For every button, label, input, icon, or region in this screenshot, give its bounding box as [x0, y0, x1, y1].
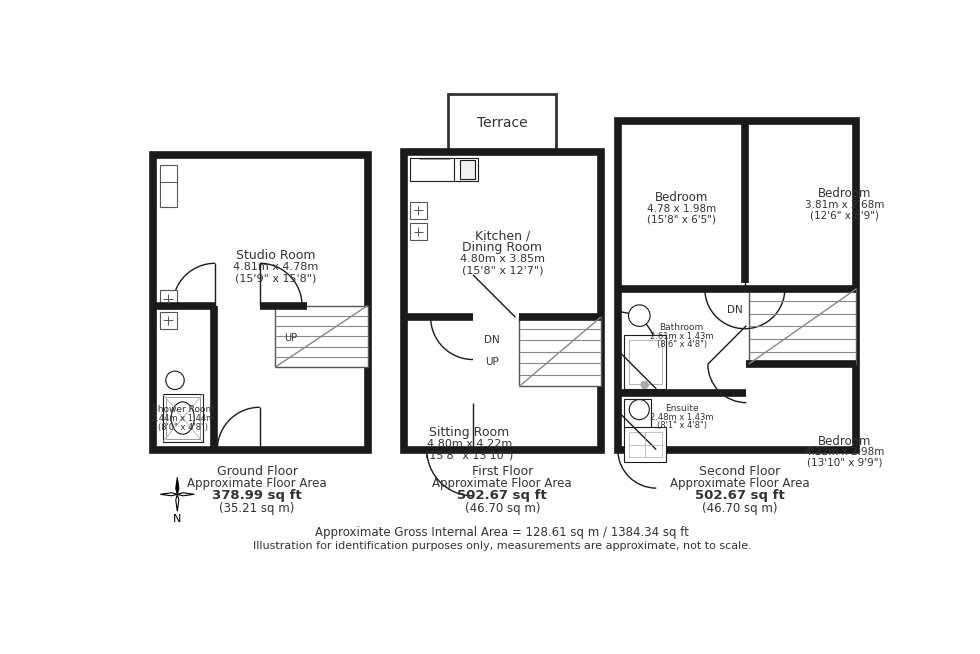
Text: Studio Room: Studio Room	[236, 249, 316, 262]
Text: (15'8" x 6'5"): (15'8" x 6'5")	[647, 215, 716, 224]
Ellipse shape	[172, 402, 194, 434]
Text: (15'9" x 15'8"): (15'9" x 15'8")	[235, 273, 317, 284]
Text: DN: DN	[727, 305, 743, 315]
Bar	[749, 288, 857, 364]
Text: Illustration for identification purposes only, measurements are approximate, not: Illustration for identification purposes…	[253, 541, 752, 551]
Text: UP: UP	[284, 333, 297, 343]
Text: 4.22m x 2.98m: 4.22m x 2.98m	[806, 447, 885, 457]
Text: First Floor: First Floor	[471, 465, 533, 477]
Bar	[404, 152, 601, 449]
Text: 502.67 sq ft: 502.67 sq ft	[695, 489, 785, 502]
Text: (15'8" x 13'10"): (15'8" x 13'10")	[425, 451, 514, 461]
Bar	[624, 335, 666, 388]
Bar	[154, 156, 368, 449]
Circle shape	[631, 400, 643, 413]
Bar	[160, 312, 176, 329]
Bar	[624, 399, 651, 434]
Bar	[410, 201, 427, 218]
Text: Approximate Floor Area: Approximate Floor Area	[432, 477, 572, 490]
Bar	[617, 121, 857, 449]
Polygon shape	[161, 492, 177, 496]
Bar	[160, 165, 176, 207]
Text: 3.81m x 2.68m: 3.81m x 2.68m	[806, 199, 885, 210]
Text: Bedroom: Bedroom	[655, 192, 709, 204]
Text: Second Floor: Second Floor	[700, 465, 781, 477]
Text: 2.44m x 1.44m: 2.44m x 1.44m	[151, 415, 215, 423]
Text: 2.48m x 1.43m: 2.48m x 1.43m	[650, 413, 713, 422]
Text: Ensuite: Ensuite	[664, 404, 699, 413]
Text: (8'6" x 4'8"): (8'6" x 4'8")	[657, 340, 707, 349]
Text: 4.80m x 4.22m: 4.80m x 4.22m	[426, 439, 512, 449]
Circle shape	[166, 371, 184, 390]
Text: Shower Room: Shower Room	[152, 405, 214, 414]
Text: (15'8" x 12'7"): (15'8" x 12'7")	[462, 266, 543, 276]
Text: (12'6" x 8'9"): (12'6" x 8'9")	[810, 211, 879, 220]
Bar	[460, 160, 475, 179]
Text: 4.81m x 4.78m: 4.81m x 4.78m	[233, 262, 318, 272]
Text: Approximate Floor Area: Approximate Floor Area	[670, 477, 809, 490]
Bar	[449, 94, 557, 152]
Text: Kitchen /: Kitchen /	[474, 230, 530, 243]
Text: Ground Floor: Ground Floor	[217, 465, 298, 477]
Text: DN: DN	[484, 336, 500, 345]
Bar	[410, 158, 460, 181]
Bar	[160, 290, 176, 307]
Polygon shape	[175, 477, 178, 494]
Text: N: N	[173, 514, 181, 524]
Text: 502.67 sq ft: 502.67 sq ft	[458, 489, 547, 502]
Bar	[166, 397, 200, 439]
Circle shape	[629, 400, 650, 420]
Text: Approximate Gross Internal Area = 128.61 sq m / 1384.34 sq ft: Approximate Gross Internal Area = 128.61…	[316, 526, 689, 540]
Text: UP: UP	[485, 357, 499, 367]
Text: Approximate Floor Area: Approximate Floor Area	[187, 477, 326, 490]
Circle shape	[641, 381, 649, 388]
Text: Sitting Room: Sitting Room	[429, 426, 510, 439]
Bar	[410, 223, 427, 240]
Bar	[624, 427, 666, 462]
Text: 4.80m x 3.85m: 4.80m x 3.85m	[460, 254, 545, 264]
Text: 2.61m x 1.43m: 2.61m x 1.43m	[650, 332, 713, 341]
Bar	[628, 432, 662, 457]
Text: 4.78 x 1.98m: 4.78 x 1.98m	[647, 203, 716, 214]
Bar	[163, 394, 203, 442]
Text: Dining Room: Dining Room	[463, 241, 542, 254]
Text: (46.70 sq m): (46.70 sq m)	[465, 502, 540, 515]
Bar	[628, 339, 662, 384]
Bar	[519, 317, 601, 387]
Polygon shape	[175, 494, 178, 511]
Bar	[275, 305, 368, 368]
Text: (13'10" x 9'9"): (13'10" x 9'9")	[808, 458, 883, 468]
Text: (8'0" x 4'8"): (8'0" x 4'8")	[158, 422, 208, 432]
Text: (46.70 sq m): (46.70 sq m)	[703, 502, 778, 515]
Text: Bedroom: Bedroom	[818, 188, 871, 201]
Text: Terrace: Terrace	[477, 116, 527, 129]
Polygon shape	[177, 492, 194, 496]
Text: Bedroom: Bedroom	[818, 435, 871, 447]
Circle shape	[628, 305, 650, 326]
Bar	[454, 158, 478, 181]
Text: (35.21 sq m): (35.21 sq m)	[220, 502, 295, 515]
Text: (8'1" x 4'8"): (8'1" x 4'8")	[657, 421, 707, 430]
Text: 378.99 sq ft: 378.99 sq ft	[212, 489, 302, 502]
Text: Bathroom: Bathroom	[660, 322, 704, 332]
